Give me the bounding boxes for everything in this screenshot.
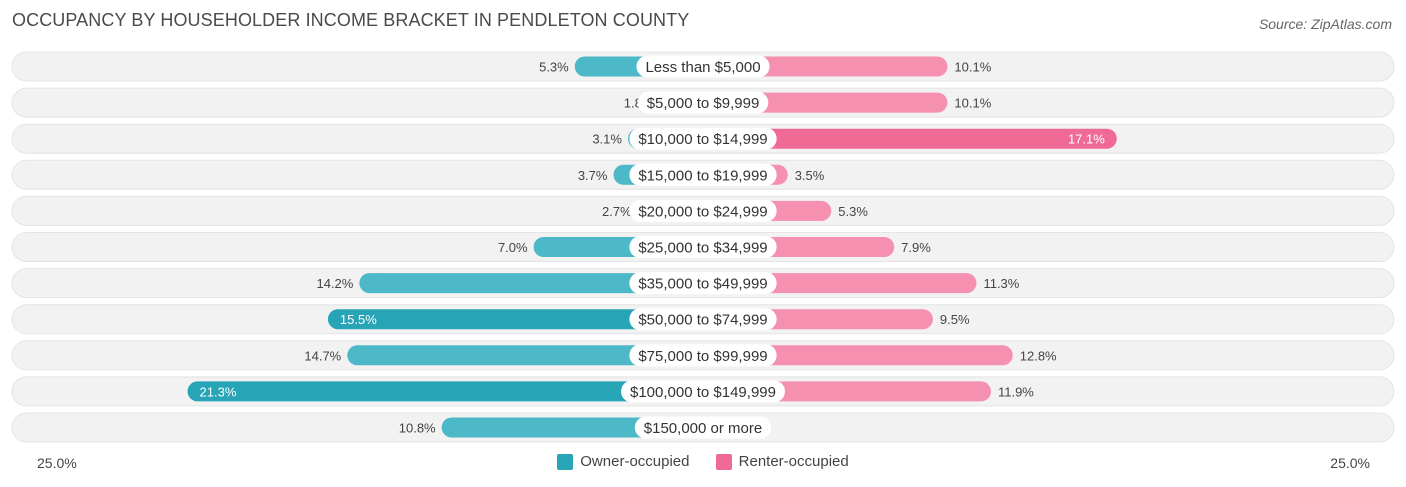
category-label: Less than $5,000 (645, 59, 760, 76)
category-label-pill (634, 416, 772, 439)
category-label-pill (629, 127, 777, 150)
data-label-renter: 17.1% (1068, 132, 1105, 147)
category-label: $75,000 to $99,999 (638, 348, 767, 365)
bar-owner-occupied (327, 309, 703, 330)
category-label-pill (629, 236, 777, 258)
axis-label-right: 25.0% (1330, 455, 1370, 471)
category-label: $10,000 to $14,999 (638, 131, 767, 148)
data-label-renter: 11.9% (998, 384, 1034, 399)
data-label-renter: 7.9% (901, 240, 931, 255)
category-label-pill (629, 163, 777, 186)
data-label-owner: 5.3% (539, 60, 569, 75)
legend-swatch-renter (715, 453, 732, 470)
data-label-renter: 10.1% (954, 60, 991, 75)
category-label: $20,000 to $24,999 (638, 203, 767, 220)
category-label-pill (629, 344, 777, 367)
bar-owner-occupied (359, 273, 703, 294)
data-label-owner: 21.3% (200, 384, 237, 399)
data-label-owner: 10.8% (399, 421, 436, 436)
data-label-owner: 3.1% (592, 132, 622, 147)
data-label-owner: 2.7% (602, 204, 632, 219)
category-label: $150,000 or more (644, 420, 762, 437)
legend-label-renter: Renter-occupied (738, 453, 849, 470)
data-label-renter: 11.3% (983, 276, 1019, 291)
category-label: $100,000 to $149,999 (630, 384, 776, 401)
category-label-pill (629, 199, 777, 222)
bar-renter-occupied (703, 128, 1117, 149)
data-label-owner: 7.0% (498, 240, 528, 255)
legend-label-owner: Owner-occupied (580, 453, 690, 470)
category-label-pill (629, 272, 777, 295)
axis-label-left: 25.0% (37, 455, 77, 471)
data-label-owner: 14.7% (304, 348, 341, 363)
legend: Owner-occupied Renter-occupied (0, 453, 1406, 474)
chart-canvas: 5.3%10.1%Less than $5,0001.8%10.1%$5,000… (11, 51, 1395, 443)
category-label: $15,000 to $19,999 (638, 167, 767, 184)
bar-owner-occupied (187, 381, 704, 402)
legend-item-renter: Renter-occupied (715, 453, 849, 470)
category-label-pill (637, 91, 769, 114)
legend-swatch-owner (557, 453, 574, 470)
category-label: $25,000 to $34,999 (638, 240, 767, 257)
category-label-pill (629, 308, 777, 331)
bar-owner-occupied (347, 345, 703, 366)
data-label-renter: 10.1% (954, 96, 991, 111)
bar-renter-occupied (703, 345, 1013, 366)
chart-title: OCCUPANCY BY HOUSEHOLDER INCOME BRACKET … (12, 10, 690, 30)
data-label-owner: 15.5% (340, 312, 377, 327)
category-label-pill (636, 55, 770, 78)
chart-source: Source: ZipAtlas.com (1258, 16, 1392, 32)
data-label-owner: 3.7% (578, 168, 608, 183)
data-label-renter: 12.8% (1020, 348, 1057, 363)
data-label-renter: 5.3% (838, 204, 868, 219)
category-label: $50,000 to $74,999 (638, 312, 767, 329)
category-label: $35,000 to $49,999 (638, 276, 767, 293)
data-label-owner: 14.2% (316, 276, 353, 291)
category-label: $5,000 to $9,999 (647, 95, 760, 112)
data-label-renter: 3.5% (795, 168, 825, 183)
data-label-renter: 9.5% (940, 312, 970, 327)
category-label-pill (621, 380, 785, 403)
legend-item-owner: Owner-occupied (557, 453, 689, 470)
